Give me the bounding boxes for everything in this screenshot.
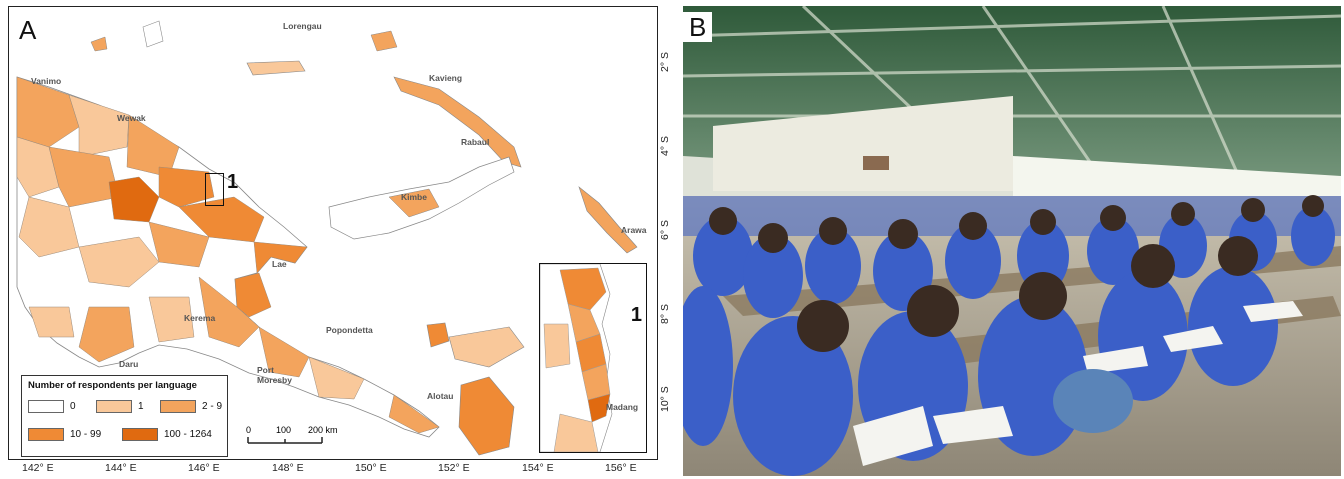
- legend-swatch: [96, 400, 132, 413]
- lat-tick: 2° S: [659, 52, 671, 72]
- lon-tick: 156° E: [605, 462, 637, 474]
- small-isl-2: [142, 20, 164, 48]
- new-britain-regions: [388, 188, 440, 218]
- lat-tick: 8° S: [659, 304, 671, 324]
- scale-tick-200: 200 km: [308, 425, 338, 435]
- legend-label: 1: [138, 401, 144, 412]
- legend-title: Number of respondents per language: [28, 380, 197, 391]
- inset-locator-number: 1: [227, 171, 239, 193]
- panel-b-letter: B: [683, 12, 713, 42]
- town-lae: Lae: [272, 259, 287, 269]
- town-vanimo: Vanimo: [31, 76, 62, 86]
- inset-map: 1 Madang: [539, 263, 647, 453]
- lon-tick: 150° E: [355, 462, 387, 474]
- scale-bar: 0 100 200 km: [246, 425, 338, 447]
- lat-tick: 10° S: [659, 386, 671, 412]
- dentrecasteaux-isl: [426, 322, 450, 348]
- town-port-moresby: Port Moresby: [257, 365, 292, 385]
- scale-tick-0: 0: [246, 425, 252, 435]
- panel-a-letter: A: [13, 15, 43, 45]
- town-lorengau: Lorengau: [283, 21, 322, 31]
- legend-swatch: [160, 400, 196, 413]
- legend-swatch: [122, 428, 158, 441]
- legend-label: 0: [70, 401, 76, 412]
- new-ireland: [393, 76, 522, 168]
- language-regions: [16, 76, 440, 434]
- map-panel: A Vanimo Wewak Lorengau Kavieng Rabaul K…: [8, 6, 658, 460]
- png-map: [16, 20, 638, 456]
- lon-tick: 146° E: [188, 462, 220, 474]
- lon-tick: 154° E: [522, 462, 554, 474]
- legend-item: 100 - 1264: [122, 428, 212, 441]
- legend-label: 10 - 99: [70, 429, 102, 440]
- classroom-photo: B: [683, 6, 1341, 476]
- inset-town-madang: Madang: [606, 402, 639, 412]
- legend-item: 0: [28, 400, 76, 413]
- town-popondetta: Popondetta: [326, 325, 373, 335]
- legend-label: 100 - 1264: [164, 429, 212, 440]
- map-legend: Number of respondents per language 0 1 2…: [21, 375, 228, 457]
- lon-tick: 152° E: [438, 462, 470, 474]
- town-rabaul: Rabaul: [461, 137, 490, 147]
- town-kavieng: Kavieng: [429, 73, 463, 83]
- inset-locator-box: [205, 173, 224, 206]
- legend-label: 2 - 9: [202, 401, 223, 412]
- town-daru: Daru: [119, 359, 139, 369]
- small-isl-3: [370, 30, 398, 52]
- scale-bar-line: [247, 437, 323, 444]
- lat-tick: 6° S: [659, 220, 671, 240]
- legend-item: 1: [96, 400, 144, 413]
- town-alotau: Alotau: [427, 391, 454, 401]
- town-arawa: Arawa: [621, 225, 647, 235]
- manus-island: [246, 60, 306, 76]
- inset-map-svg: [540, 264, 613, 452]
- woodlark-isl: [448, 326, 525, 368]
- legend-swatch: [28, 400, 64, 413]
- town-wewak: Wewak: [117, 113, 146, 123]
- photo-scene: [683, 6, 1341, 476]
- lon-tick: 144° E: [105, 462, 137, 474]
- legend-item: 2 - 9: [160, 400, 222, 413]
- legend-item: 10 - 99: [28, 428, 101, 441]
- scale-tick-100: 100: [276, 425, 292, 435]
- rossel-isl: [458, 376, 515, 456]
- lon-tick: 148° E: [272, 462, 304, 474]
- bougainville: [578, 186, 638, 254]
- town-kimbe: Kimbe: [401, 192, 427, 202]
- small-isl-1: [90, 36, 108, 52]
- lon-tick: 142° E: [22, 462, 54, 474]
- inset-number: 1: [630, 304, 642, 326]
- legend-swatch: [28, 428, 64, 441]
- lat-tick: 4° S: [659, 136, 671, 156]
- town-kerema: Kerema: [184, 313, 216, 323]
